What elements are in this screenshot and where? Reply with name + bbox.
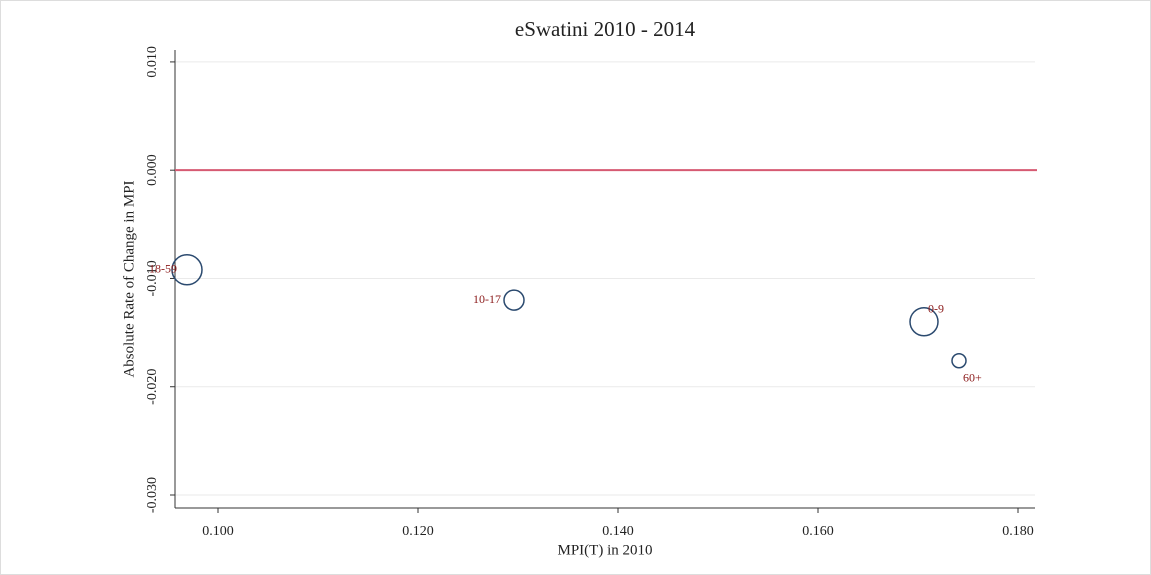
- y-tick-label: 0.000: [145, 154, 160, 186]
- y-tick-label: 0.010: [145, 46, 160, 78]
- bubble: [951, 352, 967, 369]
- chart-title: eSwatini 2010 - 2014: [515, 17, 696, 41]
- point-label: 0-9: [928, 302, 944, 316]
- bubble: [503, 289, 525, 311]
- bubble: [909, 307, 939, 337]
- x-tick-label: 0.160: [802, 524, 834, 539]
- y-axis-label: Absolute Rate of Change in MPI: [121, 180, 137, 377]
- point-label: 60+: [963, 370, 982, 384]
- y-tick-label: -0.030: [145, 477, 160, 513]
- point-label: 18-59: [149, 262, 177, 276]
- x-tick-label: 0.120: [402, 524, 434, 539]
- x-tick-label: 0.140: [602, 524, 634, 539]
- bubble: [171, 254, 203, 286]
- y-tick-label: -0.020: [145, 369, 160, 405]
- x-tick-label: 0.100: [202, 524, 234, 539]
- y-tick-label: -0.010: [145, 260, 160, 296]
- x-axis-label: MPI(T) in 2010: [558, 542, 653, 558]
- x-tick-label: 0.180: [1002, 524, 1034, 539]
- point-label: 10-17: [473, 292, 501, 306]
